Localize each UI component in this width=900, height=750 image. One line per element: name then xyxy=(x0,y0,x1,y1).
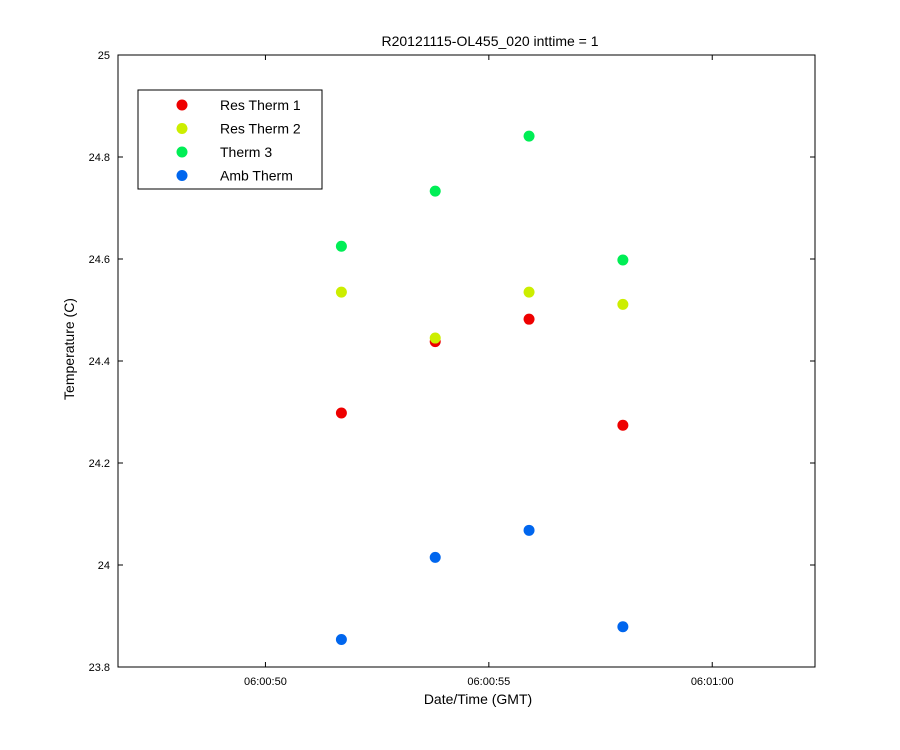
point-amb-therm xyxy=(617,621,629,633)
point-res-therm-2 xyxy=(617,298,629,310)
point-amb-therm xyxy=(429,551,441,563)
chart-title: R20121115-OL455_020 inttime = 1 xyxy=(381,33,598,49)
legend: Res Therm 1 Res Therm 2 Therm 3 Amb Therm xyxy=(137,89,323,190)
legend-marker xyxy=(176,123,188,134)
point-therm-3 xyxy=(523,130,535,142)
legend-marker xyxy=(176,170,188,181)
point-res-therm-2 xyxy=(429,332,441,344)
point-res-therm-1 xyxy=(617,419,629,431)
y-tick-label: 24.6 xyxy=(89,254,110,266)
point-therm-3 xyxy=(617,254,629,266)
legend-label: Res Therm 2 xyxy=(220,121,301,137)
legend-box xyxy=(137,89,323,190)
x-axis-label: Date/Time (GMT) xyxy=(424,691,532,707)
legend-label: Therm 3 xyxy=(220,144,272,160)
point-res-therm-1 xyxy=(523,313,535,325)
legend-label: Amb Therm xyxy=(220,168,293,184)
point-therm-3 xyxy=(335,240,347,252)
point-amb-therm xyxy=(523,524,535,536)
y-axis-ticks: 23.8 24 24.2 24.4 24.6 24.8 25 xyxy=(89,50,815,674)
point-amb-therm xyxy=(335,633,347,645)
legend-label: Res Therm 1 xyxy=(220,97,301,113)
y-tick-label: 24.8 xyxy=(89,152,110,164)
x-tick-label: 06:01:00 xyxy=(691,676,734,688)
point-therm-3 xyxy=(429,185,441,197)
x-tick-label: 06:00:50 xyxy=(244,676,287,688)
legend-marker xyxy=(176,99,188,111)
point-res-therm-2 xyxy=(335,286,347,298)
x-tick-label: 06:00:55 xyxy=(467,676,510,688)
data-points xyxy=(335,130,629,645)
y-axis-label: Temperature (C) xyxy=(61,298,77,400)
y-tick-label: 24.2 xyxy=(89,458,110,470)
point-res-therm-2 xyxy=(523,286,535,298)
y-tick-label: 24 xyxy=(98,560,110,572)
point-res-therm-1 xyxy=(335,407,347,419)
legend-marker xyxy=(176,146,188,158)
y-tick-label: 25 xyxy=(98,50,110,62)
x-axis-ticks: 06:00:50 06:00:55 06:01:00 xyxy=(244,55,734,688)
y-tick-label: 23.8 xyxy=(89,662,110,674)
y-tick-label: 24.4 xyxy=(89,356,110,368)
